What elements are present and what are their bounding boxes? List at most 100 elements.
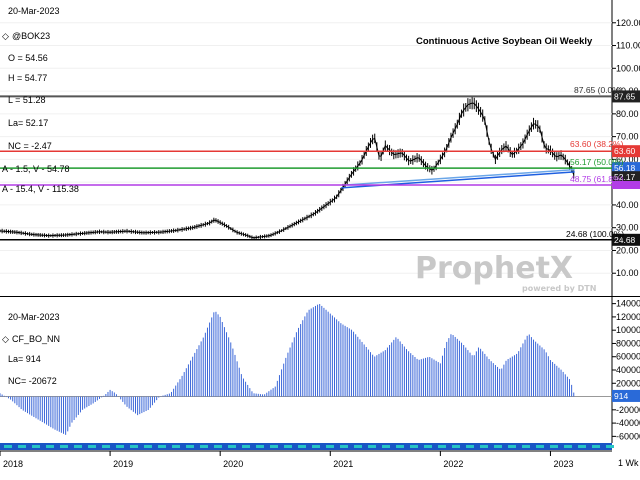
time-bar-dot [4, 445, 12, 448]
time-bar-dot [522, 445, 530, 448]
cot-tick-label: 100000 [616, 325, 640, 335]
time-bar-dot [368, 445, 376, 448]
time-bar-dot [382, 445, 390, 448]
time-bar-dot [46, 445, 54, 448]
price-tag-box [612, 162, 640, 175]
r62-tag-box [612, 181, 640, 189]
r62-level-label: 48.75 (61.8%) [570, 174, 624, 184]
time-bar-dot [354, 445, 362, 448]
axis-ticks: 10.0020.0030.0040.0050.0060.0070.0080.00… [612, 18, 640, 441]
time-bar-dot [312, 445, 320, 448]
time-bar-dot [200, 445, 208, 448]
price-high: H = 54.77 [8, 73, 47, 83]
price-tick-label: 40.00 [616, 200, 639, 210]
time-bar-dot [466, 445, 474, 448]
time-bar-dot [32, 445, 40, 448]
chart-gridlines [0, 22, 612, 274]
price-tag-label: 24.68 [614, 235, 636, 245]
time-bar-dot [284, 445, 292, 448]
cot-tick-label: -60000 [616, 431, 640, 441]
time-bar-dot [116, 445, 124, 448]
x-axis-labels: 2018 2019 2020 2021 2022 2023 [0, 451, 573, 469]
price-tag-box [612, 90, 640, 103]
time-bar-dot [592, 445, 600, 448]
time-bar-dot [494, 445, 502, 448]
time-bar-markers [4, 445, 614, 448]
x-tick-label: 2021 [333, 459, 353, 469]
time-bar-dot [214, 445, 222, 448]
price-series [0, 96, 575, 240]
time-bar-dot [144, 445, 152, 448]
time-bar-dot [564, 445, 572, 448]
cot-panel-date: 20-Mar-2023 [8, 312, 60, 322]
high-level-label: 87.65 (0.0%) [574, 85, 623, 95]
r50-level-label: 56.17 (50.0%) [570, 157, 624, 167]
x-tick-label: 2019 [113, 459, 133, 469]
cot-tick-label: 140000 [616, 299, 640, 309]
ma-long-line [346, 168, 575, 186]
time-bar-dot [452, 445, 460, 448]
price-tag-box [612, 233, 640, 246]
time-bar-dot [228, 445, 236, 448]
interval-label: 1 Wk [618, 458, 639, 468]
cot-tick-label: 80000 [616, 338, 640, 348]
x-tick-label: 2018 [3, 459, 23, 469]
r38-level-label: 63.60 (38.2%) [570, 139, 624, 149]
time-bar-dot [102, 445, 110, 448]
price-tick-label: 100.00 [616, 63, 640, 73]
cot-tag-label: 914 [614, 391, 628, 401]
time-bar-dot [256, 445, 264, 448]
retracement-levels [0, 95, 612, 241]
time-bar-dot [172, 445, 180, 448]
ma-long-legend: A - 15.4, V - 115.38 [2, 184, 79, 194]
cot-tick-label: -40000 [616, 418, 640, 428]
x-tick-label: 2022 [443, 459, 463, 469]
price-tick-label: 30.00 [616, 223, 639, 233]
time-bar-dot [74, 445, 82, 448]
cot-tag-box [612, 389, 640, 402]
cot-tick-label: 60000 [616, 352, 640, 362]
cot-tick-label: 20000 [616, 378, 640, 388]
watermark-logo: ProphetX [415, 251, 573, 286]
time-bar-dot [536, 445, 544, 448]
price-net-change: NC = -2.47 [8, 141, 52, 151]
price-panel-date: 20-Mar-2023 [8, 6, 60, 16]
price-tick-label: 120.00 [616, 18, 640, 28]
price-tag-label: 52.17 [614, 172, 636, 182]
price-tick-label: 10.00 [616, 268, 639, 278]
time-bar-dot [158, 445, 166, 448]
price-tick-label: 80.00 [616, 109, 639, 119]
price-tag-box [612, 171, 640, 184]
time-bar-dot [186, 445, 194, 448]
price-tag-label: 63.60 [614, 146, 636, 156]
time-bar-dot [130, 445, 138, 448]
time-bar-dot [298, 445, 306, 448]
time-bar-dot [606, 445, 614, 448]
diamond-icon: ◇ [2, 31, 9, 41]
time-bar-dot [270, 445, 278, 448]
time-bar-dot [550, 445, 558, 448]
cot-symbol: CF_BO_NN [12, 334, 60, 344]
watermark: ProphetX powered by DTN [415, 251, 596, 293]
time-bar-dot [508, 445, 516, 448]
price-tick-label: 110.00 [616, 41, 640, 51]
price-low: L = 51.28 [8, 95, 45, 105]
time-bar-dot [88, 445, 96, 448]
price-close-line [0, 102, 575, 239]
x-tick-label: 2023 [553, 459, 573, 469]
diamond-outline-icon: ◇ [2, 334, 9, 344]
chart-title: Continuous Active Soybean Oil Weekly [416, 36, 593, 47]
price-tick-label: 20.00 [616, 245, 639, 255]
cot-tick-label: 120000 [616, 312, 640, 322]
time-bar-dot [424, 445, 432, 448]
time-bar-dot [340, 445, 348, 448]
time-bar-dot [480, 445, 488, 448]
low-level-label: 24.68 (100.0%) [566, 229, 624, 239]
price-open: O = 54.56 [8, 53, 48, 63]
price-tag-label: 56.18 [614, 163, 636, 173]
price-tag-box [612, 145, 640, 158]
x-tick-label: 2020 [223, 459, 243, 469]
price-tag-label: 87.65 [614, 91, 636, 101]
